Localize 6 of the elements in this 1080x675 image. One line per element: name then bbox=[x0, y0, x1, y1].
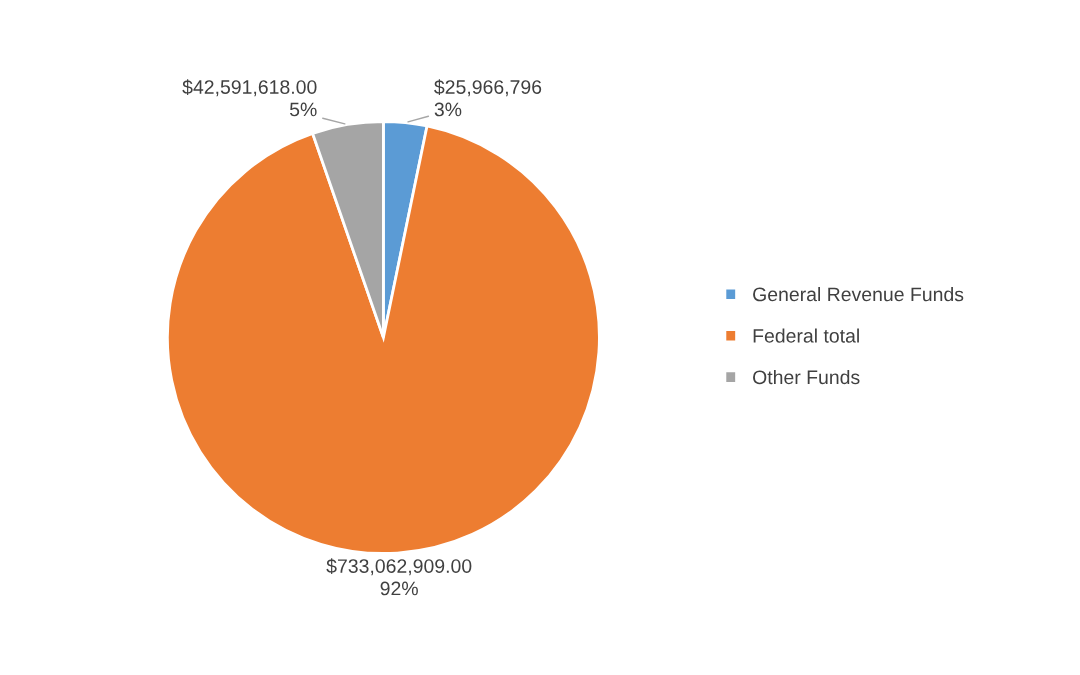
data-label: $25,966,796 3% bbox=[434, 79, 542, 117]
data-label: $733,062,909.00 92% bbox=[326, 558, 472, 596]
legend-label: General Revenue Funds bbox=[753, 286, 964, 302]
legend-label: Federal total bbox=[753, 328, 859, 343]
data-label: $42,591,618.00 5% bbox=[182, 79, 317, 117]
legend-label: Other Funds bbox=[753, 369, 860, 385]
